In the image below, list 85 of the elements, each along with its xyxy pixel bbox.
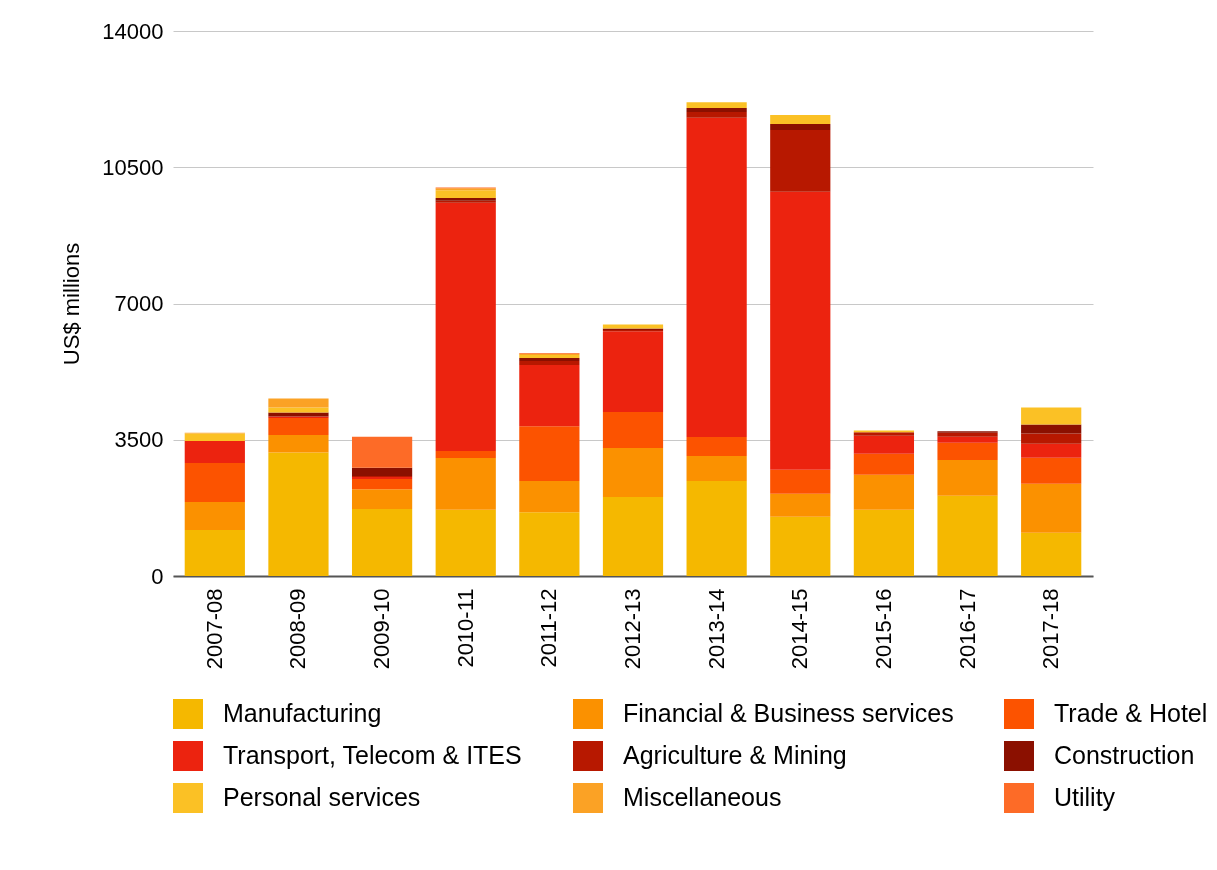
bar <box>853 435 915 454</box>
bar <box>853 453 915 475</box>
legend-label: Miscellaneous <box>623 783 782 811</box>
bar <box>686 111 747 118</box>
x-tick-label: 2014-15 <box>787 588 813 670</box>
legend-label: Construction <box>1054 741 1195 769</box>
bar <box>770 129 831 192</box>
bar <box>937 459 998 496</box>
legend-label: Transport, Telecom & ITES <box>223 741 522 769</box>
bar <box>937 432 998 437</box>
legend-label: Agriculture & Mining <box>623 741 847 769</box>
bar <box>602 447 664 497</box>
bar <box>435 451 496 459</box>
bar <box>1021 483 1082 533</box>
bar <box>268 407 329 413</box>
bar <box>519 361 580 366</box>
x-tick-label: 2017-18 <box>1038 588 1064 670</box>
y-tick-label: 0 <box>151 563 164 589</box>
bar <box>1021 424 1082 434</box>
bar <box>184 440 245 464</box>
bar <box>351 436 413 468</box>
bar <box>602 331 664 413</box>
bar <box>435 190 496 198</box>
bar <box>184 502 245 531</box>
y-tick-label: 7000 <box>114 291 164 316</box>
y-tick-label: 3500 <box>114 427 164 453</box>
x-tick-label: 2015-16 <box>870 588 896 670</box>
bar <box>268 435 329 453</box>
bar <box>686 456 747 482</box>
bar <box>519 365 580 427</box>
bar <box>937 442 998 460</box>
x-tick-label: 2016-17 <box>954 588 980 670</box>
x-tick-label: 2009-10 <box>369 588 395 670</box>
bar <box>770 516 831 576</box>
bar <box>268 452 329 576</box>
bar <box>435 509 496 576</box>
bar <box>770 469 831 494</box>
bar <box>1021 407 1082 425</box>
bar <box>268 417 329 436</box>
bar <box>351 509 413 576</box>
x-tick-label: 2013-14 <box>703 588 729 670</box>
bar <box>1021 443 1082 458</box>
y-tick-label: 10500 <box>102 154 164 180</box>
bar <box>853 509 915 576</box>
legend-label: Financial & Business services <box>623 699 954 727</box>
bar <box>435 202 496 452</box>
bar <box>686 481 747 576</box>
bar <box>686 437 747 457</box>
x-tick-label: 2010-11 <box>452 588 478 668</box>
bar <box>184 463 245 503</box>
bar <box>1021 433 1082 444</box>
x-tick-label: 2008-09 <box>285 588 311 670</box>
y-tick-label: 14000 <box>102 18 164 44</box>
x-tick-label: 2012-13 <box>620 588 645 670</box>
bar <box>519 481 580 513</box>
bar <box>1021 457 1082 484</box>
bar <box>184 530 245 576</box>
bar <box>268 398 329 408</box>
legend-label: Utility <box>1054 783 1116 811</box>
legend-label: Personal services <box>223 783 421 811</box>
bar <box>519 426 580 482</box>
bar <box>686 117 747 438</box>
bar <box>770 115 831 125</box>
bar <box>602 496 664 576</box>
bar <box>602 412 664 448</box>
bar <box>770 493 831 517</box>
x-tick-label: 2007-08 <box>201 588 227 670</box>
bar <box>435 458 496 510</box>
x-tick-label: 2011-12 <box>536 588 562 668</box>
bar <box>937 495 998 576</box>
bar <box>686 108 747 112</box>
bar <box>519 512 580 576</box>
bar <box>853 474 915 510</box>
bar <box>351 489 413 510</box>
bar <box>686 102 747 109</box>
bar <box>351 467 413 476</box>
y-axis-title: US$ millions <box>59 242 85 366</box>
legend-label: Manufacturing <box>223 699 382 727</box>
bar <box>1021 532 1082 576</box>
bar <box>770 191 831 470</box>
bar <box>937 436 998 443</box>
bar <box>351 479 413 490</box>
legend-label: Trade & Hotel <box>1054 699 1208 727</box>
bar <box>770 124 831 130</box>
bar <box>184 433 245 441</box>
